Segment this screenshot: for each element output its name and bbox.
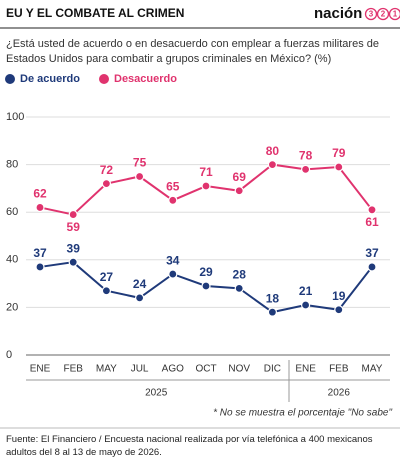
data-label: 19 bbox=[332, 289, 346, 303]
logo: nación bbox=[314, 5, 362, 22]
data-label: 65 bbox=[166, 179, 180, 193]
logo-digit: 2 bbox=[381, 10, 386, 19]
point bbox=[334, 162, 344, 172]
point bbox=[168, 195, 178, 205]
legend-marker bbox=[5, 74, 15, 84]
point bbox=[367, 262, 377, 272]
data-label: 37 bbox=[33, 246, 47, 260]
point bbox=[168, 269, 178, 279]
x-tick-label: MAY bbox=[96, 364, 117, 375]
data-label: 28 bbox=[233, 268, 247, 282]
title: EU Y EL COMBATE AL CRIMEN bbox=[6, 6, 184, 20]
point bbox=[135, 293, 145, 303]
logo-digit-circle bbox=[388, 7, 400, 21]
data-label: 24 bbox=[133, 277, 147, 291]
data-label: 59 bbox=[67, 220, 81, 234]
y-tick-label: 60 bbox=[6, 206, 18, 218]
point bbox=[135, 171, 145, 182]
data-label: 29 bbox=[199, 265, 213, 279]
point bbox=[101, 179, 112, 189]
data-label: 69 bbox=[233, 170, 247, 184]
point bbox=[201, 181, 211, 191]
y-tick-label: 20 bbox=[6, 301, 18, 313]
data-label: 75 bbox=[133, 156, 147, 170]
subtitle: ¿Está usted de acuerdo o en desacuerdo c… bbox=[6, 38, 379, 65]
year-label: 2026 bbox=[328, 388, 351, 399]
x-tick-label: FEB bbox=[63, 364, 83, 375]
data-label: 37 bbox=[365, 246, 379, 260]
point bbox=[367, 205, 377, 215]
x-tick-label: NOV bbox=[228, 364, 250, 375]
point bbox=[267, 307, 277, 317]
logo-digit-circle bbox=[376, 7, 390, 21]
point bbox=[101, 286, 112, 296]
point bbox=[68, 257, 78, 267]
note: * No se muestra el porcentaje "No sabe" bbox=[213, 408, 392, 419]
x-tick-label: OCT bbox=[195, 364, 216, 375]
year-label: 2025 bbox=[145, 388, 168, 399]
point bbox=[301, 300, 311, 310]
x-tick-label: AGO bbox=[162, 364, 184, 375]
data-label: 27 bbox=[100, 270, 114, 284]
y-tick-label: 40 bbox=[6, 254, 18, 266]
x-tick-label: ENE bbox=[295, 364, 316, 375]
point bbox=[234, 283, 244, 293]
data-label: 78 bbox=[299, 149, 313, 163]
legend-label: Desacuerdo bbox=[114, 73, 177, 85]
logo-digit: 1 bbox=[393, 10, 398, 19]
data-label: 79 bbox=[332, 146, 346, 160]
data-label: 34 bbox=[166, 253, 180, 267]
data-label: 62 bbox=[33, 187, 47, 201]
data-label: 72 bbox=[100, 163, 114, 177]
point bbox=[301, 164, 311, 174]
point bbox=[234, 186, 244, 196]
x-tick-label: FEB bbox=[329, 364, 349, 375]
source: Fuente: El Financiero / Encuesta naciona… bbox=[6, 434, 373, 458]
data-label: 61 bbox=[365, 215, 379, 229]
x-tick-label: ENE bbox=[30, 364, 51, 375]
y-tick-label: 100 bbox=[6, 111, 24, 123]
data-label: 71 bbox=[199, 165, 213, 179]
point bbox=[68, 209, 78, 220]
y-tick-label: 0 bbox=[6, 349, 12, 361]
y-tick-label: 80 bbox=[6, 159, 18, 171]
legend-label: De acuerdo bbox=[20, 73, 80, 85]
point bbox=[267, 160, 277, 170]
point bbox=[334, 305, 344, 315]
point bbox=[201, 281, 211, 291]
point bbox=[35, 262, 45, 272]
point bbox=[35, 202, 45, 213]
x-tick-label: DIC bbox=[264, 364, 281, 375]
data-label: 80 bbox=[266, 144, 280, 158]
x-tick-label: JUL bbox=[131, 364, 149, 375]
data-label: 18 bbox=[266, 291, 280, 305]
data-label: 39 bbox=[67, 241, 81, 255]
legend-marker bbox=[99, 74, 109, 84]
data-label: 21 bbox=[299, 284, 313, 298]
logo-digit-circle bbox=[364, 7, 378, 21]
x-tick-label: MAY bbox=[362, 364, 383, 375]
logo-digit: 3 bbox=[369, 10, 374, 19]
